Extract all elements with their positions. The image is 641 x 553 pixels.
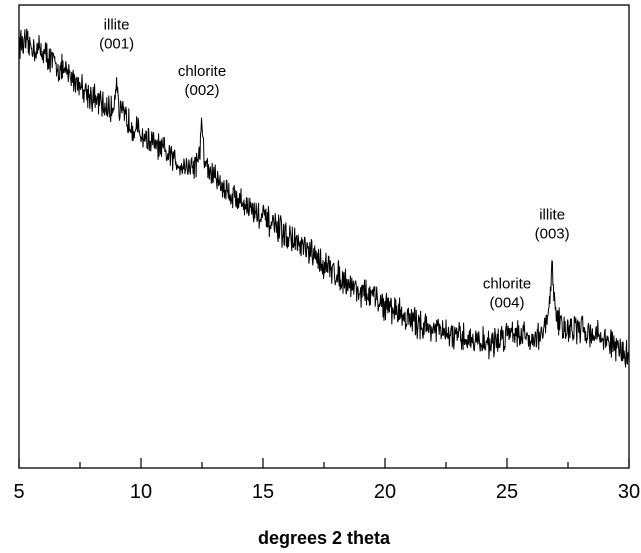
peak-annotation: illite (001) — [99, 16, 134, 52]
peak-label-index: (004) — [489, 295, 524, 312]
peak-label-mineral: illite — [104, 16, 130, 33]
x-tick-labels: 5 10 15 20 25 30 — [13, 481, 640, 503]
x-tick-label: 10 — [130, 481, 152, 503]
peak-label-index: (003) — [535, 225, 570, 242]
x-tick-label: 20 — [374, 481, 396, 503]
peak-annotation: illite (003) — [535, 206, 570, 242]
x-tick-label: 25 — [496, 481, 518, 503]
peak-label-mineral: illite — [539, 206, 565, 223]
x-tick-label: 30 — [618, 481, 640, 503]
peak-label-mineral: chlorite — [483, 276, 531, 293]
peak-label-index: (001) — [99, 35, 134, 52]
peak-label-index: (002) — [184, 82, 219, 99]
x-tick-label: 15 — [252, 481, 274, 503]
peak-label-mineral: chlorite — [178, 63, 226, 80]
peak-annotation: chlorite (002) — [178, 63, 226, 99]
x-tick-label: 5 — [13, 481, 24, 503]
peak-annotations: illite (001) chlorite (002) chlorite (004) ill… — [99, 16, 570, 311]
series-line-intensity — [18, 28, 630, 368]
x-axis-title: degrees 2 theta — [258, 528, 391, 548]
peak-annotation: chlorite (004) — [483, 276, 531, 312]
x-ticks — [18, 458, 630, 468]
